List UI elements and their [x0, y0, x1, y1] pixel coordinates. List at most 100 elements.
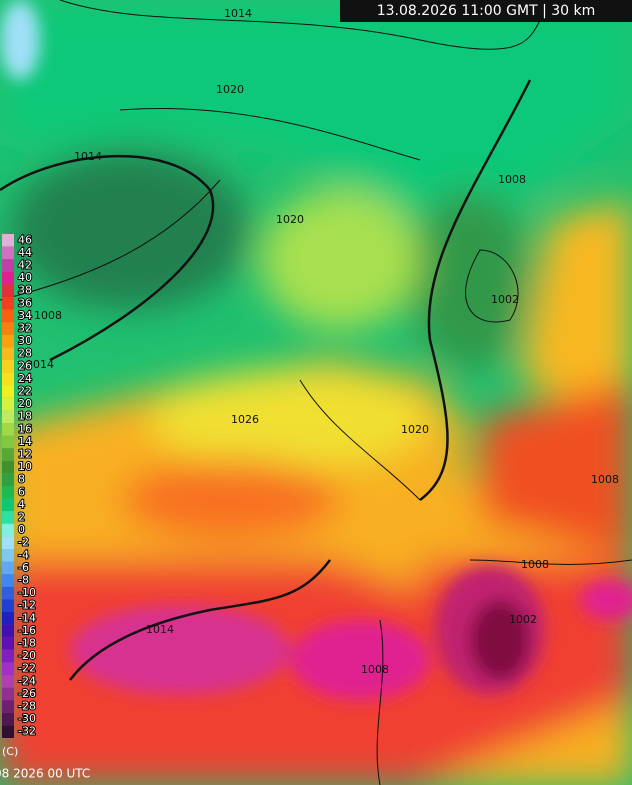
legend-swatch	[2, 712, 14, 726]
isobar-label: 1026	[231, 413, 259, 426]
legend-label: -26	[18, 687, 36, 700]
legend-label: -6	[18, 561, 29, 574]
legend-label: -22	[18, 662, 36, 675]
legend-swatch	[2, 322, 14, 335]
legend-swatch	[2, 397, 14, 411]
legend-swatch	[2, 574, 14, 587]
legend-label: -10	[18, 586, 36, 599]
legend-label: 20	[18, 397, 32, 410]
isobar-label: 1020	[401, 423, 429, 436]
legend-label: -30	[18, 712, 36, 725]
legend-label: 8	[18, 473, 25, 486]
isobar-labels: 1014 1020 1014 1020 1008 1014 1026 1020 1002 1008…	[26, 7, 619, 676]
legend-label: 44	[18, 246, 32, 259]
legend-swatch	[2, 649, 14, 663]
legend-swatch	[2, 549, 14, 562]
legend-swatch	[2, 259, 14, 272]
legend: 4644424038363432302826242220181614121086…	[2, 232, 37, 739]
legend-swatch	[2, 586, 14, 600]
legend-swatch	[2, 410, 14, 423]
isobar-label: 1008	[34, 309, 62, 322]
legend-swatch	[2, 234, 14, 247]
legend-label: 46	[18, 233, 32, 246]
isobar-label: 1014	[26, 358, 54, 371]
isobar-label: 1008	[521, 558, 549, 571]
legend-swatch	[2, 511, 14, 524]
legend-label: 18	[18, 410, 32, 423]
isobar-label: 1014	[224, 7, 252, 20]
legend-swatch	[2, 385, 14, 398]
legend-swatch	[2, 246, 14, 260]
legend-label: 10	[18, 460, 32, 473]
legend-swatch	[2, 448, 14, 461]
legend-swatch	[2, 675, 14, 688]
legend-label: -8	[18, 574, 29, 587]
legend-swatch	[2, 309, 14, 323]
isobar-label: 1002	[509, 613, 537, 626]
legend-swatch	[2, 687, 14, 701]
legend-label: -14	[18, 611, 36, 624]
legend-unit: (C)	[2, 745, 18, 758]
run-time: 08 2026 00 UTC	[0, 767, 90, 781]
legend-swatch	[2, 612, 14, 625]
isobar-label: 1020	[276, 213, 304, 226]
legend-label: 2	[18, 511, 25, 524]
legend-label: -18	[18, 637, 36, 650]
legend-label: -4	[18, 548, 29, 561]
legend-label: 4	[18, 498, 25, 511]
isobar-label: 1002	[491, 293, 519, 306]
isobar-label: 1008	[498, 173, 526, 186]
legend-swatch	[2, 360, 14, 373]
isobar-label: 1008	[591, 473, 619, 486]
legend-label: 14	[18, 435, 32, 448]
legend-swatch	[2, 599, 14, 612]
legend-label: 6	[18, 485, 25, 498]
legend-label: 12	[18, 448, 32, 461]
legend-swatch	[2, 536, 14, 549]
legend-label: 30	[18, 334, 32, 347]
legend-swatch	[2, 624, 14, 638]
legend-label: -20	[18, 649, 36, 662]
legend-label: 26	[18, 359, 32, 372]
legend-swatch	[2, 662, 14, 675]
legend-label: 22	[18, 385, 32, 398]
header-box	[340, 0, 632, 22]
legend-swatch	[2, 460, 14, 474]
legend-label: 36	[18, 296, 32, 309]
isobar-label: 1014	[74, 150, 102, 163]
legend-swatch	[2, 334, 14, 348]
legend-swatch	[2, 372, 14, 386]
legend-swatch	[2, 297, 14, 310]
legend-swatch	[2, 498, 14, 512]
legend-label: 38	[18, 284, 32, 297]
legend-swatch	[2, 284, 14, 297]
legend-swatch	[2, 271, 14, 285]
legend-swatch	[2, 435, 14, 449]
legend-label: -32	[18, 725, 36, 738]
header-title: 13.08.2026 11:00 GMT | 30 km	[377, 3, 596, 19]
legend-label: 40	[18, 271, 32, 284]
legend-label: 32	[18, 322, 32, 335]
legend-swatch	[2, 523, 14, 537]
legend-swatch	[2, 561, 14, 575]
legend-swatch	[2, 637, 14, 650]
legend-swatch	[2, 486, 14, 499]
legend-swatch	[2, 347, 14, 360]
legend-label: 28	[18, 347, 32, 360]
legend-label: -2	[18, 536, 29, 549]
legend-label: -24	[18, 674, 36, 687]
isobar-label: 1014	[146, 623, 174, 636]
legend-label: 16	[18, 422, 32, 435]
legend-label: 42	[18, 259, 32, 272]
isobar-label: 1020	[216, 83, 244, 96]
isobar-label: 1008	[361, 663, 389, 676]
legend-swatch	[2, 423, 14, 436]
legend-label: 24	[18, 372, 32, 385]
legend-swatch	[2, 473, 14, 486]
legend-swatch	[2, 700, 14, 713]
legend-label: -12	[18, 599, 36, 612]
legend-label: 0	[18, 523, 25, 536]
